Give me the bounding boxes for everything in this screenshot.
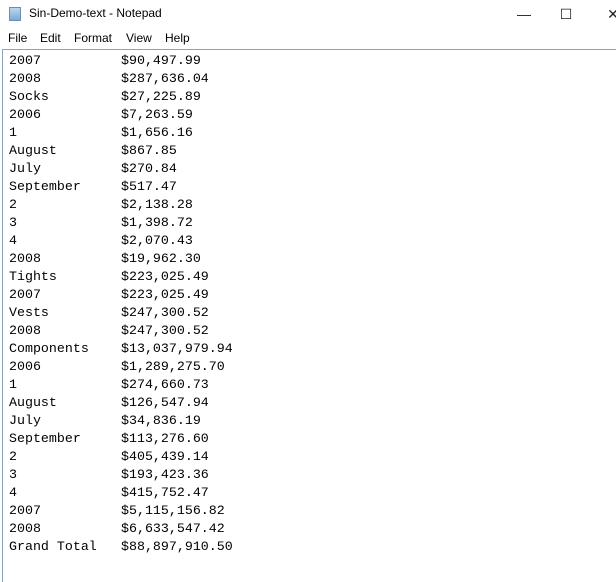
menu-bar: File Edit Format View Help bbox=[0, 28, 616, 49]
close-button[interactable]: ✕ bbox=[607, 6, 616, 22]
line-label: 2 bbox=[9, 449, 17, 464]
line-value: $34,836.19 bbox=[121, 413, 201, 428]
line-value: $7,263.59 bbox=[121, 107, 193, 122]
window-title: Sin-Demo-text - Notepad bbox=[29, 6, 162, 20]
line-label: July bbox=[9, 413, 41, 428]
title-bar: Sin-Demo-text - Notepad — ☐ ✕ bbox=[0, 0, 616, 28]
line-label: Components bbox=[9, 341, 89, 356]
line-value: $1,398.72 bbox=[121, 215, 193, 230]
line-label: 2008 bbox=[9, 71, 41, 86]
line-value: $6,633,547.42 bbox=[121, 521, 225, 536]
minimize-button[interactable]: — bbox=[517, 6, 531, 22]
line-value: $90,497.99 bbox=[121, 53, 201, 68]
menu-view[interactable]: View bbox=[126, 31, 152, 45]
line-value: $1,289,275.70 bbox=[121, 359, 225, 374]
line-label: September bbox=[9, 431, 81, 446]
line-value: $88,897,910.50 bbox=[121, 539, 233, 554]
line-label: 2006 bbox=[9, 107, 41, 122]
menu-help[interactable]: Help bbox=[165, 31, 190, 45]
line-value: $2,070.43 bbox=[121, 233, 193, 248]
line-label: 2006 bbox=[9, 359, 41, 374]
line-label: September bbox=[9, 179, 81, 194]
line-value: $223,025.49 bbox=[121, 269, 209, 284]
line-value: $113,276.60 bbox=[121, 431, 209, 446]
line-value: $517.47 bbox=[121, 179, 177, 194]
line-label: Tights bbox=[9, 269, 57, 284]
line-value: $5,115,156.82 bbox=[121, 503, 225, 518]
line-label: 2007 bbox=[9, 287, 41, 302]
line-value: $287,636.04 bbox=[121, 71, 209, 86]
line-label: August bbox=[9, 143, 57, 158]
menu-edit[interactable]: Edit bbox=[40, 31, 61, 45]
notepad-icon bbox=[9, 7, 21, 21]
line-label: 2008 bbox=[9, 521, 41, 536]
line-value: $13,037,979.94 bbox=[121, 341, 233, 356]
line-value: $126,547.94 bbox=[121, 395, 209, 410]
text-editor[interactable]: 2007 $90,497.99 2008 $287,636.04 Socks $27,22… bbox=[2, 49, 616, 582]
line-value: $247,300.52 bbox=[121, 323, 209, 338]
line-label: 2007 bbox=[9, 503, 41, 518]
line-label: 2 bbox=[9, 197, 17, 212]
menu-file[interactable]: File bbox=[8, 31, 28, 45]
line-label: 1 bbox=[9, 125, 17, 140]
line-label: Socks bbox=[9, 89, 49, 104]
line-label: 2008 bbox=[9, 251, 41, 266]
line-value: $867.85 bbox=[121, 143, 177, 158]
line-label: 2008 bbox=[9, 323, 41, 338]
menu-format[interactable]: Format bbox=[74, 31, 113, 45]
line-value: $274,660.73 bbox=[121, 377, 209, 392]
line-label: August bbox=[9, 395, 57, 410]
line-label: Vests bbox=[9, 305, 49, 320]
line-value: $270.84 bbox=[121, 161, 177, 176]
line-label: Grand Total bbox=[9, 539, 97, 554]
line-label: 3 bbox=[9, 215, 17, 230]
line-label: 4 bbox=[9, 233, 17, 248]
maximize-button[interactable]: ☐ bbox=[559, 6, 573, 22]
line-label: 3 bbox=[9, 467, 17, 482]
line-value: $405,439.14 bbox=[121, 449, 209, 464]
line-value: $223,025.49 bbox=[121, 287, 209, 302]
line-value: $1,656.16 bbox=[121, 125, 193, 140]
line-value: $193,423.36 bbox=[121, 467, 209, 482]
line-label: 1 bbox=[9, 377, 17, 392]
line-label: 2007 bbox=[9, 53, 41, 68]
line-value: $415,752.47 bbox=[121, 485, 209, 500]
line-label: 4 bbox=[9, 485, 17, 500]
line-value: $247,300.52 bbox=[121, 305, 209, 320]
line-value: $2,138.28 bbox=[121, 197, 193, 212]
line-label: July bbox=[9, 161, 41, 176]
line-value: $19,962.30 bbox=[121, 251, 201, 266]
line-value: $27,225.89 bbox=[121, 89, 201, 104]
